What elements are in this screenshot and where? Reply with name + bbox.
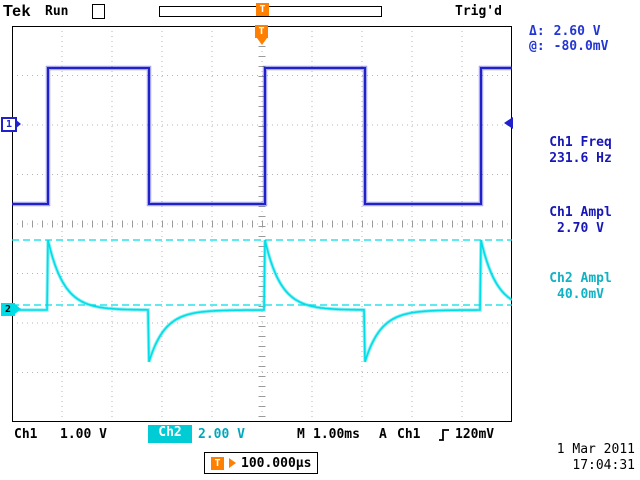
at-value: -80.0mV: [553, 39, 609, 54]
delta-label: Δ:: [529, 24, 545, 39]
ch1-ground-marker: 1: [1, 117, 21, 132]
ch1-scale-value: 1.00 V: [60, 427, 107, 442]
delay-value: 100.000µs: [241, 455, 312, 471]
record-window-indicator: [92, 4, 105, 19]
date-value: 1 Mar 2011: [556, 442, 635, 457]
trigger-mode-label: A: [379, 427, 387, 442]
delta-value: 2.60 V: [553, 24, 601, 39]
timebase-label: M: [297, 427, 305, 442]
trigger-source-label: Ch1: [397, 427, 421, 442]
measurement-ch1-freq: Ch1 Freq 231.6 Hz: [521, 135, 640, 167]
ch1-scale-label: Ch1: [14, 427, 38, 442]
datetime-readout: 1 Mar 2011 17:04:31: [557, 442, 635, 474]
waveform-display: [12, 26, 513, 422]
measurement-label: Ch1 Ampl: [549, 205, 612, 220]
measurement-label: Ch1 Freq: [549, 135, 612, 150]
cursor-delta-readout: Δ: 2.60 V: [529, 24, 601, 39]
measurement-label: Ch2 Ampl: [549, 271, 612, 286]
tek-logo: Tek: [3, 3, 31, 20]
cursor-at-readout: @: -80.0mV: [529, 39, 608, 54]
timebase-value: 1.00ms: [313, 427, 360, 442]
horizontal-position-readout: T 100.000µs: [204, 452, 319, 474]
trigger-position-flag-icon: T: [255, 25, 268, 38]
graticule: [12, 26, 513, 422]
ch2-scale-label: Ch2: [148, 425, 192, 443]
acquisition-status: Run: [45, 4, 69, 19]
record-view-bar: [159, 6, 382, 17]
measurement-value: 2.70 V: [557, 221, 604, 236]
ch2-scale-value: 2.00 V: [198, 427, 245, 442]
ch2-ground-marker: 2: [1, 303, 21, 316]
trigger-status: Trig'd: [455, 4, 502, 19]
measurement-value: 231.6 Hz: [549, 151, 612, 166]
measurement-ch1-ampl: Ch1 Ampl 2.70 V: [521, 205, 640, 237]
rising-edge-icon: [439, 429, 449, 441]
trigger-level-value: 120mV: [455, 427, 495, 442]
at-label: @:: [529, 39, 545, 54]
trigger-position-arrow-icon: [257, 38, 267, 45]
trigger-position-icon: T: [256, 3, 269, 16]
time-value: 17:04:31: [572, 458, 635, 473]
measurement-ch2-ampl: Ch2 Ampl 40.0mV: [521, 271, 640, 303]
measurement-value: 40.0mV: [557, 287, 604, 302]
trigger-delay-icon: T: [211, 456, 224, 470]
delay-arrow-icon: [229, 458, 236, 468]
trigger-level-arrow-icon: [504, 117, 513, 129]
